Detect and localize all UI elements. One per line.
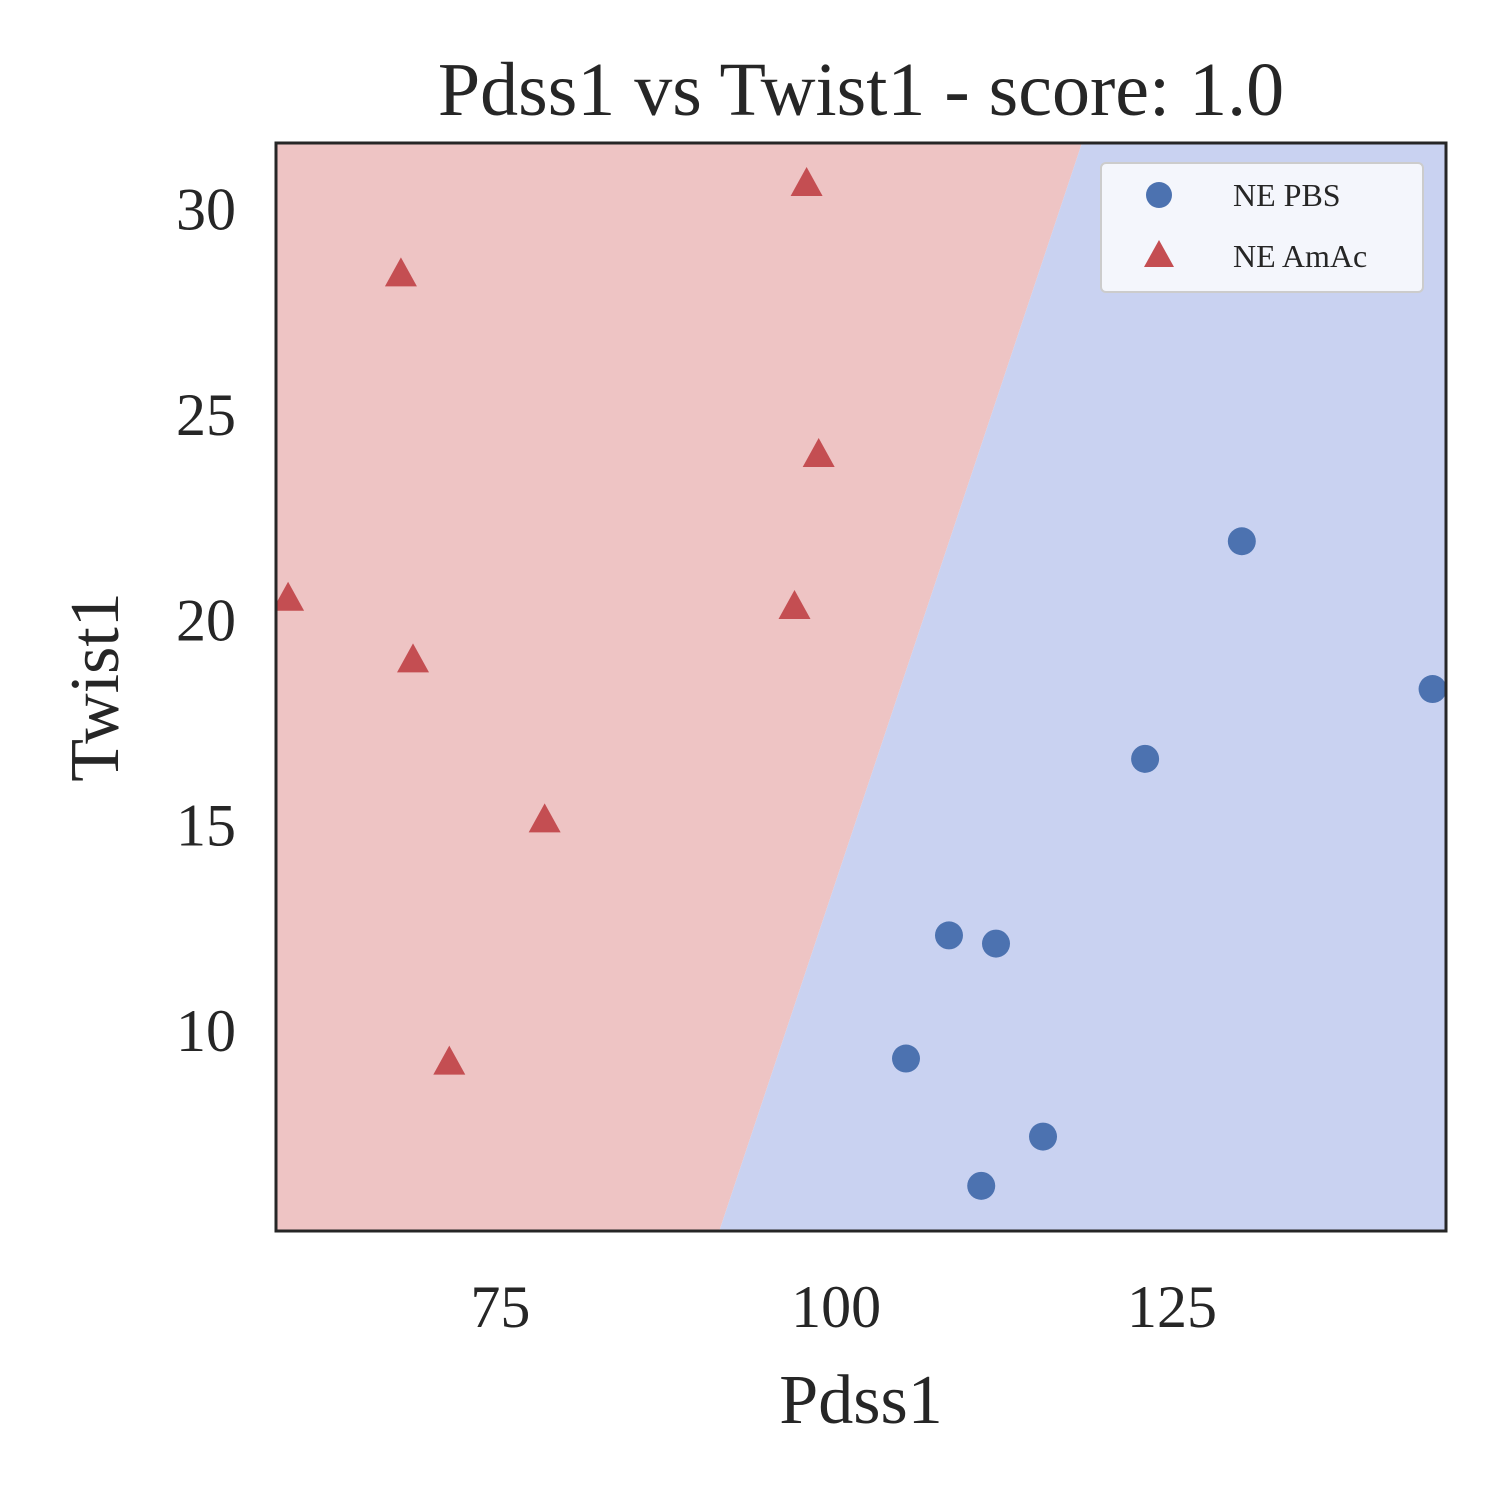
y-tick-label: 15 (176, 793, 236, 859)
y-tick-label: 20 (176, 587, 236, 653)
legend-box (1100, 162, 1424, 293)
point-ne-amac-4 (276, 581, 305, 611)
chart-title: Pdss1 vs Twist1 - score: 1.0 (438, 48, 1284, 132)
x-tick-label: 100 (791, 1274, 881, 1340)
point-ne-pbs-7 (1029, 1122, 1058, 1151)
y-axis-ticks: 10 15 20 25 30 (176, 177, 236, 1064)
point-ne-amac-3 (802, 438, 835, 468)
legend: NE PBS NE AmAc (1100, 162, 1424, 293)
point-ne-amac-1 (790, 167, 823, 197)
decision-region-ne-pbs (719, 143, 1446, 1231)
data-points (276, 167, 1446, 1200)
point-ne-amac-2 (384, 257, 417, 287)
point-ne-pbs-5 (982, 929, 1010, 958)
x-axis-ticks: 75 100 125 (470, 1274, 1217, 1340)
plot-area (276, 143, 1446, 1231)
legend-label-ne-pbs: NE PBS (1233, 177, 1341, 213)
x-tick-label: 125 (1127, 1274, 1217, 1340)
legend-marker-ne-amac (1144, 240, 1174, 267)
y-tick-label: 10 (176, 998, 236, 1064)
point-ne-amac-5 (778, 589, 811, 619)
decision-region-ne-amac (276, 143, 1082, 1231)
plot-frame (274, 141, 1448, 1233)
point-ne-pbs-1 (1227, 527, 1256, 556)
y-tick-label: 25 (176, 382, 236, 448)
legend-label-ne-amac: NE AmAc (1233, 238, 1367, 274)
point-ne-amac-7 (528, 803, 561, 833)
point-ne-pbs-6 (892, 1044, 920, 1073)
x-tick-label: 75 (470, 1274, 530, 1340)
point-ne-amac-6 (397, 643, 430, 673)
point-ne-pbs-8 (967, 1171, 996, 1200)
legend-marker-ne-pbs (1146, 182, 1172, 208)
x-axis-label: Pdss1 (779, 1362, 942, 1439)
point-ne-pbs-2 (1418, 675, 1446, 704)
y-axis-label: Twist1 (57, 592, 134, 782)
y-tick-label: 30 (176, 177, 236, 243)
point-ne-pbs-4 (934, 921, 963, 950)
point-ne-pbs-3 (1131, 744, 1160, 773)
point-ne-amac-8 (433, 1045, 466, 1075)
